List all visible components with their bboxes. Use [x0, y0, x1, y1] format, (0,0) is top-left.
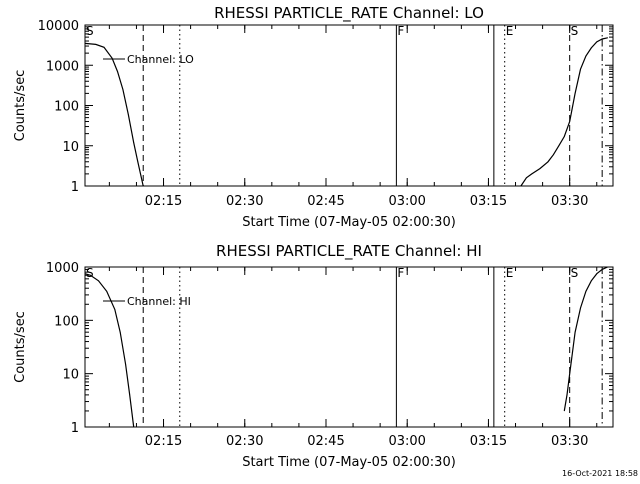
event-marker-label: F — [397, 266, 404, 280]
event-marker-label: S — [86, 266, 94, 280]
data-point — [114, 309, 116, 310]
x-tick-label: 02:45 — [307, 434, 344, 449]
data-point — [607, 266, 608, 268]
data-point — [596, 273, 598, 275]
data-point — [103, 46, 105, 48]
x-tick-label: 02:15 — [145, 194, 182, 209]
data-point — [590, 47, 592, 49]
event-marker-label: F — [397, 24, 404, 38]
data-point — [127, 114, 129, 115]
data-point — [574, 331, 576, 333]
data-point — [111, 57, 113, 59]
data-point — [142, 185, 144, 187]
event-marker-label: S — [86, 24, 94, 38]
y-axis-label: Counts/sec — [13, 70, 28, 142]
data-point — [553, 154, 554, 156]
y-tick-label: 100 — [54, 100, 79, 115]
hi-channel-panel: RHESSI PARTICLE_RATE Channel: HI 1 10 100 10… — [13, 242, 614, 470]
legend-label: Channel: LO — [127, 53, 194, 66]
data-point — [547, 161, 549, 163]
data-point — [84, 273, 86, 275]
data-point — [90, 274, 91, 276]
y-tick-label: 10000 — [38, 19, 79, 34]
x-tick-label: 03:30 — [551, 194, 588, 209]
data-point — [569, 121, 571, 122]
x-tick-label: 02:15 — [145, 434, 182, 449]
data-point — [137, 161, 139, 163]
y-tick-label: 1 — [71, 180, 79, 195]
data-point — [531, 173, 533, 175]
plot-frame — [84, 266, 614, 428]
y-axis-label: Counts/sec — [13, 311, 28, 383]
x-tick-label: 02:45 — [307, 194, 344, 209]
data-point — [607, 37, 608, 39]
event-marker-label: S — [571, 24, 579, 38]
data-point — [601, 38, 603, 40]
x-tick-label: 03:00 — [388, 434, 425, 449]
data-point — [585, 290, 587, 292]
y-tick-label: 10 — [62, 140, 79, 155]
data-point — [601, 269, 603, 270]
y-tick-label: 1 — [71, 421, 79, 436]
data-point — [580, 307, 581, 309]
data-point — [566, 394, 568, 396]
data-point — [95, 44, 97, 45]
x-axis-label: Start Time (07-May-05 02:00:30) — [242, 455, 456, 470]
event-marker-label: E — [506, 24, 514, 38]
data-point — [125, 363, 126, 365]
data-point — [119, 331, 121, 333]
data-point — [526, 177, 527, 179]
x-axis-label: Start Time (07-May-05 02:00:30) — [242, 215, 456, 230]
data-point — [558, 145, 560, 147]
data-point — [563, 410, 565, 412]
footer-timestamp: 16-Oct-2021 18:58 — [562, 469, 638, 478]
data-point — [84, 43, 86, 44]
lo-channel-panel: RHESSI PARTICLE_RATE Channel: LO 1 10 100 10… — [13, 4, 614, 230]
data-point — [129, 394, 131, 396]
x-tick-label: 03:15 — [470, 434, 507, 449]
data-point — [133, 426, 135, 428]
data-point — [106, 290, 108, 292]
data-point — [590, 280, 592, 282]
data-point — [122, 89, 124, 90]
x-tick-label: 02:30 — [226, 194, 263, 209]
y-tick-label: 1000 — [46, 261, 79, 276]
data-point — [117, 71, 118, 72]
x-tick-label: 03:00 — [388, 194, 425, 209]
x-tick-label: 03:15 — [470, 194, 507, 209]
legend-label: Channel: HI — [127, 295, 191, 308]
chart-title: RHESSI PARTICLE_RATE Channel: HI — [216, 242, 482, 261]
data-point — [596, 41, 598, 43]
y-tick-label: 10 — [62, 368, 79, 383]
data-point — [133, 142, 135, 144]
y-tick-label: 100 — [54, 314, 79, 329]
data-point — [520, 185, 522, 187]
y-tick-label: 1000 — [46, 59, 79, 74]
event-marker-label: E — [506, 266, 514, 280]
chart-title: RHESSI PARTICLE_RATE Channel: LO — [214, 4, 484, 23]
data-point — [569, 373, 571, 375]
series-line — [520, 37, 608, 187]
plot-frame — [84, 24, 614, 187]
event-marker-label: S — [571, 266, 579, 280]
x-tick-label: 02:30 — [226, 434, 263, 449]
data-point — [563, 136, 565, 137]
series-line — [563, 266, 608, 411]
data-point — [140, 173, 141, 175]
data-point — [539, 168, 541, 170]
data-point — [574, 93, 576, 94]
data-point — [585, 55, 587, 57]
data-point — [98, 280, 99, 282]
data-point — [580, 68, 581, 70]
x-tick-label: 03:30 — [551, 434, 588, 449]
